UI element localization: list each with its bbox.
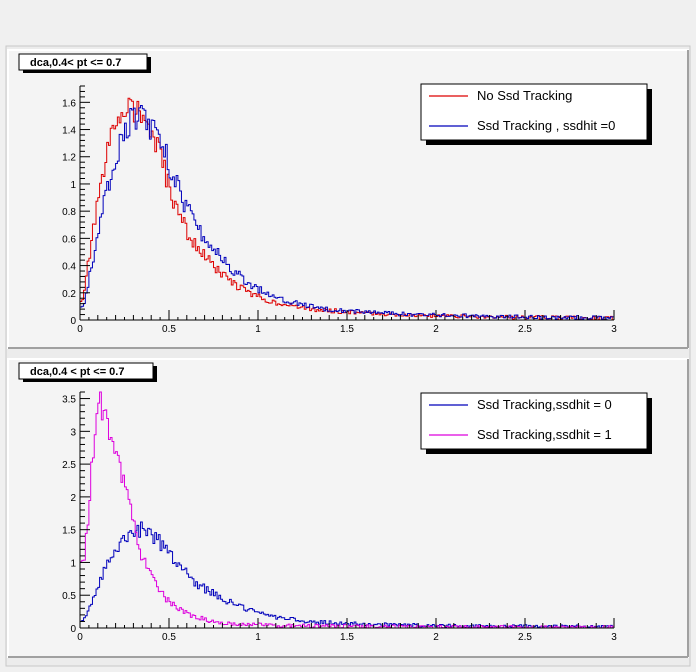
pad-bottom: 0 0.5 1 1.5 2 2.5 3 0 0.5 1 1.5 2 2.5 3 3.5 dca,0.4 < … [7,358,689,658]
y-tick-label-0: 1.4 [62,126,76,137]
x-tick-label-0: 1.5 [340,324,354,335]
y-tick-label-1: 0.5 [62,591,76,602]
x-tick-label-1: 1 [255,632,261,643]
x-tick-label-1: 1.5 [340,632,354,643]
legend-bottom: Ssd Tracking,ssdhit = 0 Ssd Tracking,ssd… [420,392,652,454]
x-tick-label-1: 3 [611,632,617,643]
y-tick-label-0: 1.2 [62,153,76,164]
x-tick-label-0: 2.5 [518,324,532,335]
x-tick-label-0: 0.5 [162,324,176,335]
y-tick-label-1: 1.5 [62,526,76,537]
y-tick-label-0: 0 [70,316,76,327]
title-box-top: dca,0.4< pt <= 0.7 [18,53,151,73]
y-tick-label-1: 3 [70,427,76,438]
pad-top: 0 0.5 1 1.5 2 2.5 3 0 0.2 0.4 0.6 0.8 1 1.2 1.4 1.6 dca… [7,49,689,349]
x-tick-label-0: 0 [77,324,83,335]
plot-area-bottom: 0 0.5 1 1.5 2 2.5 3 0 0.5 1 1.5 2 2.5 3 3.5 [62,391,617,643]
y-tick-label-0: 0.8 [62,207,76,218]
y-tick-label-1: 3.5 [62,395,76,406]
title-box-bottom: dca,0.4 < pt <= 0.7 [18,362,157,382]
y-tick-label-1: 2.5 [62,460,76,471]
legend-label-ssd0: Ssd Tracking , ssdhit =0 [477,118,615,133]
y-tick-label-1: 0 [70,624,76,635]
y-tick-label-0: 0.2 [62,289,76,300]
legend-label-ssdhit0: Ssd Tracking,ssdhit = 0 [477,397,612,412]
x-tick-label-0: 3 [611,324,617,335]
plot-area-top: 0 0.5 1 1.5 2 2.5 3 0 0.2 0.4 0.6 0.8 1 1.2 1.4 1.6 [62,85,617,335]
y-tick-label-0: 0.6 [62,234,76,245]
x-tick-label-0: 1 [255,324,261,335]
y-tick-label-1: 2 [70,493,76,504]
y-tick-label-0: 1.6 [62,98,76,109]
legend-label-ssdhit1: Ssd Tracking,ssdhit = 1 [477,427,612,442]
chart-title-bottom: dca,0.4 < pt <= 0.7 [30,366,124,378]
chart-title-top: dca,0.4< pt <= 0.7 [30,57,121,69]
x-tick-label-1: 0 [77,632,83,643]
x-tick-label-1: 2 [433,632,439,643]
x-tick-label-0: 2 [433,324,439,335]
y-tick-label-1: 1 [70,558,76,569]
legend-label-no-ssd: No Ssd Tracking [477,88,572,103]
x-tick-label-1: 0.5 [162,632,176,643]
legend-top: No Ssd Tracking Ssd Tracking , ssdhit =0 [420,83,652,145]
x-tick-label-1: 2.5 [518,632,532,643]
y-tick-label-0: 0.4 [62,262,76,273]
y-tick-label-0: 1 [70,180,76,191]
